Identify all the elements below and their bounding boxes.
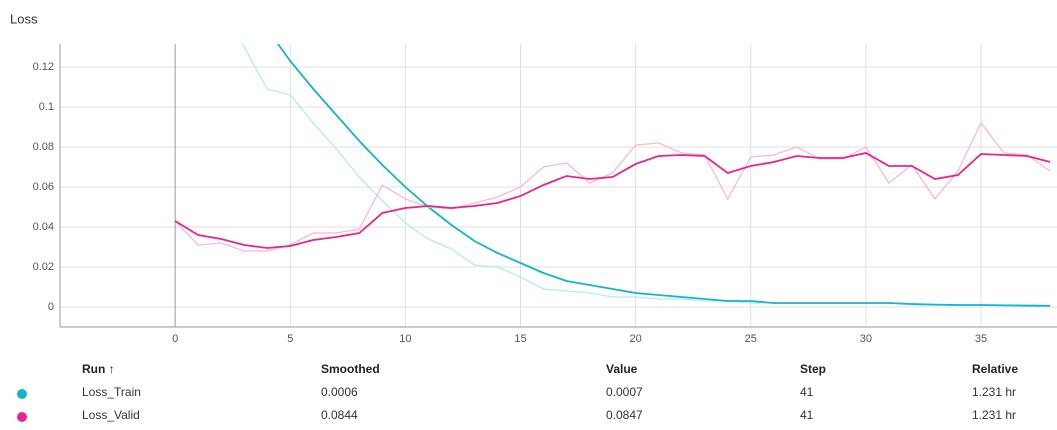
y-tick-label: 0.12 (33, 61, 54, 73)
table-cell: 41 (800, 385, 814, 399)
table-cell: 1.231 hr (972, 385, 1016, 399)
table-cell: 1.231 hr (972, 408, 1016, 422)
x-tick-label: 15 (514, 333, 526, 345)
run-color-dot (17, 389, 27, 399)
table-cell: 0.0844 (321, 408, 358, 422)
y-tick-label: 0.04 (33, 221, 54, 233)
x-tick-label: 30 (860, 333, 872, 345)
y-tick-label: 0.08 (33, 141, 54, 153)
column-header: Value (606, 362, 638, 376)
plot-lines (174, 44, 1051, 307)
smoothed-line (276, 44, 1051, 307)
chart-title: Loss (10, 11, 38, 26)
column-header: Step (800, 362, 826, 376)
smoothed-line (174, 152, 1051, 249)
column-header: Run ↑ (82, 362, 115, 376)
column-header: Smoothed (321, 362, 380, 376)
run-color-dot (17, 412, 27, 422)
run-name: Loss_Valid (82, 408, 140, 422)
table-cell: 0.0847 (606, 408, 643, 422)
runs-table: Run ↑ Smoothed Value Step Relative Loss_Train… (17, 362, 1018, 422)
x-tick-label: 25 (745, 333, 757, 345)
run-name: Loss_Train (82, 385, 141, 399)
y-tick-label: 0.06 (33, 181, 54, 193)
grid: 0 0.02 0.04 0.06 0.08 0.1 0.12 0 5 10 15 20 25 30 35 (33, 44, 1057, 345)
x-tick-label: 5 (287, 333, 293, 345)
y-tick-label: 0.02 (33, 261, 54, 273)
raw-line (241, 44, 1051, 307)
x-tick-label: 0 (172, 333, 178, 345)
table-cell: 0.0006 (321, 385, 358, 399)
y-tick-label: 0 (48, 301, 54, 313)
y-tick-label: 0.1 (39, 101, 54, 113)
table-cell: 41 (800, 408, 814, 422)
x-tick-label: 20 (630, 333, 642, 345)
raw-line (174, 121, 1051, 252)
column-header: Relative (972, 362, 1018, 376)
table-cell: 0.0007 (606, 385, 643, 399)
x-tick-label: 35 (975, 333, 987, 345)
x-tick-label: 10 (399, 333, 411, 345)
